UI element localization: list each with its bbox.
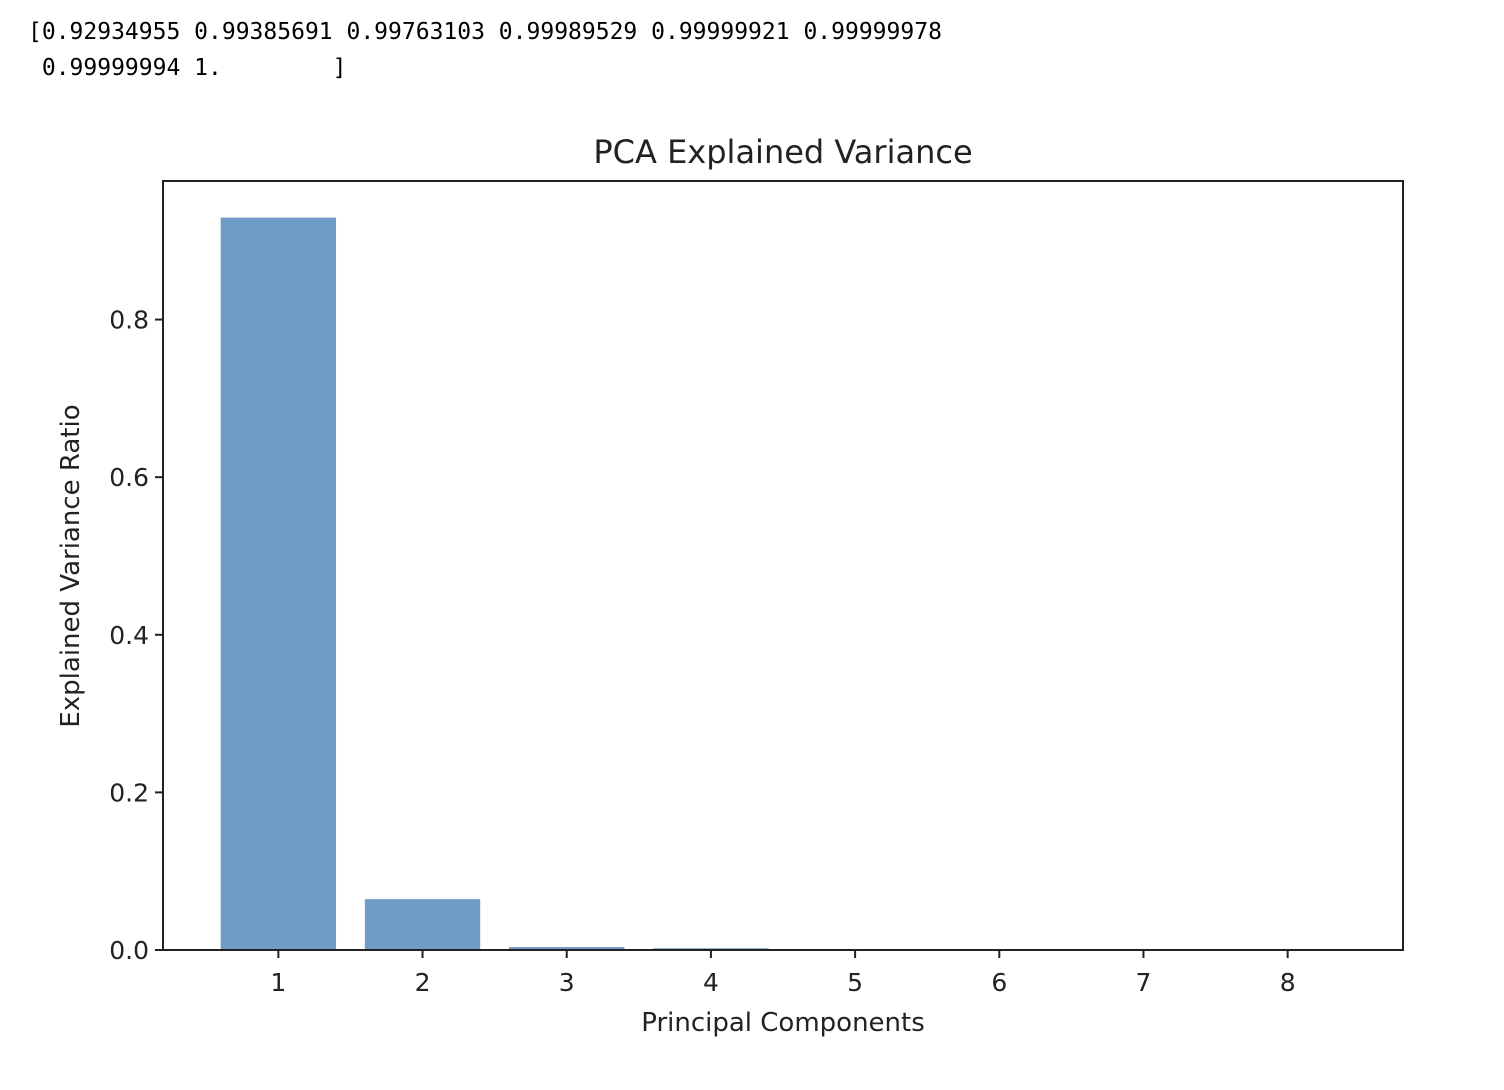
y-tick-label-0.6: 0.6: [109, 463, 149, 492]
chart-title: PCA Explained Variance: [593, 133, 972, 171]
y-axis-label: Explained Variance Ratio: [56, 404, 86, 727]
y-tick-label-0.2: 0.2: [109, 778, 149, 807]
plot-frame: [162, 180, 1404, 951]
bar-pc-1: [220, 217, 337, 950]
y-tick-label-0.0: 0.0: [109, 936, 149, 965]
x-tick-label-8: 8: [1280, 968, 1296, 997]
bar-pc-3: [509, 947, 625, 950]
x-tick-label-1: 1: [270, 968, 286, 997]
x-tick-label-7: 7: [1136, 968, 1152, 997]
console-line-1: [0.92934955 0.99385691 0.99763103 0.9998…: [28, 19, 942, 45]
y-ticks-group: 0.0 0.2 0.4 0.6 0.8: [109, 306, 163, 965]
console-output: [0.92934955 0.99385691 0.99763103 0.9998…: [28, 14, 942, 86]
x-tick-label-5: 5: [847, 968, 863, 997]
x-axis-label: Principal Components: [641, 1008, 925, 1038]
bar-pc-2: [364, 899, 481, 950]
y-tick-label-0.4: 0.4: [109, 621, 149, 650]
x-tick-label-2: 2: [415, 968, 431, 997]
bars-group: [220, 217, 913, 950]
x-ticks-group: 1 2 3 4 5 6 7 8: [270, 950, 1296, 997]
x-tick-label-3: 3: [559, 968, 575, 997]
x-tick-label-6: 6: [991, 968, 1007, 997]
console-line-2: 0.99999994 1. ]: [28, 55, 347, 81]
x-tick-label-4: 4: [703, 968, 719, 997]
y-tick-label-0.8: 0.8: [109, 306, 149, 335]
